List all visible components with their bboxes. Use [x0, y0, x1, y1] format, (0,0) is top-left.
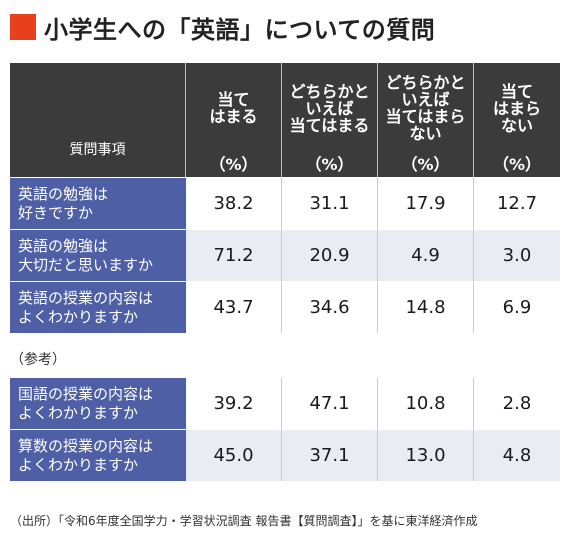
row-value: 34.6 [282, 281, 378, 333]
row-value: 38.2 [186, 177, 282, 229]
row-label: 算数の授業の内容は よくわかりますか [10, 429, 186, 481]
header-col-1-unit: （%） [209, 155, 258, 174]
header-col-3-unit: （%） [401, 155, 450, 174]
title-text: 小学生への「英語」についての質問 [44, 15, 436, 44]
header-item-label: 質問事項 [10, 63, 186, 177]
header-col-1: 当て はまる （%） [186, 63, 282, 177]
header-col-4: 当て はまら ない （%） [474, 63, 560, 177]
row-value: 2.8 [474, 377, 560, 429]
row-value: 43.7 [186, 281, 282, 333]
table-row: 英語の授業の内容は よくわかりますか 43.7 34.6 14.8 6.9 [10, 281, 560, 333]
row-value: 20.9 [282, 229, 378, 281]
source-note: （出所）「令和6年度全国学力・学習状況調査 報告書【質問調査】」を基に東洋経済作… [10, 514, 478, 528]
page-title: 小学生への「英語」についての質問 [10, 10, 435, 44]
row-value: 47.1 [282, 377, 378, 429]
table-row: 英語の勉強は 好きですか 38.2 31.1 17.9 12.7 [10, 177, 560, 229]
table-header-row: 質問事項 当て はまる （%） どちらかと いえば 当てはまる （%） どちらか… [10, 63, 560, 177]
table-row: 英語の勉強は 大切だと思いますか 71.2 20.9 4.9 3.0 [10, 229, 560, 281]
row-value: 17.9 [378, 177, 474, 229]
table-row: 算数の授業の内容は よくわかりますか 45.0 37.1 13.0 4.8 [10, 429, 560, 481]
header-col-1-label: 当て はまる [209, 90, 258, 126]
header-col-2-label: どちらかと いえば 当てはまる [289, 81, 370, 135]
row-label: 英語の勉強は 大切だと思いますか [10, 229, 186, 281]
row-value: 4.8 [474, 429, 560, 481]
row-label: 英語の勉強は 好きですか [10, 177, 186, 229]
header-col-4-label: 当て はまら ない [492, 81, 541, 135]
row-value: 10.8 [378, 377, 474, 429]
row-value: 6.9 [474, 281, 560, 333]
row-value: 14.8 [378, 281, 474, 333]
row-value: 39.2 [186, 377, 282, 429]
header-col-3-label: どちらかと いえば 当てはまら ない [385, 73, 466, 143]
survey-table: 質問事項 当て はまる （%） どちらかと いえば 当てはまる （%） どちらか… [10, 63, 560, 333]
header-col-3: どちらかと いえば 当てはまら ない （%） [378, 63, 474, 177]
reference-label: （参考） [10, 352, 66, 368]
row-value: 4.9 [378, 229, 474, 281]
table-row: 国語の授業の内容は よくわかりますか 39.2 47.1 10.8 2.8 [10, 377, 560, 429]
title-accent-square [10, 14, 36, 40]
reference-table: 国語の授業の内容は よくわかりますか 39.2 47.1 10.8 2.8 算数… [10, 377, 560, 481]
row-label: 国語の授業の内容は よくわかりますか [10, 377, 186, 429]
row-value: 12.7 [474, 177, 560, 229]
row-label: 英語の授業の内容は よくわかりますか [10, 281, 186, 333]
row-value: 13.0 [378, 429, 474, 481]
row-value: 37.1 [282, 429, 378, 481]
header-col-4-unit: （%） [492, 155, 542, 174]
row-value: 3.0 [474, 229, 560, 281]
row-value: 31.1 [282, 177, 378, 229]
header-col-2: どちらかと いえば 当てはまる （%） [282, 63, 378, 177]
header-col-2-unit: （%） [305, 155, 354, 174]
row-value: 45.0 [186, 429, 282, 481]
row-value: 71.2 [186, 229, 282, 281]
